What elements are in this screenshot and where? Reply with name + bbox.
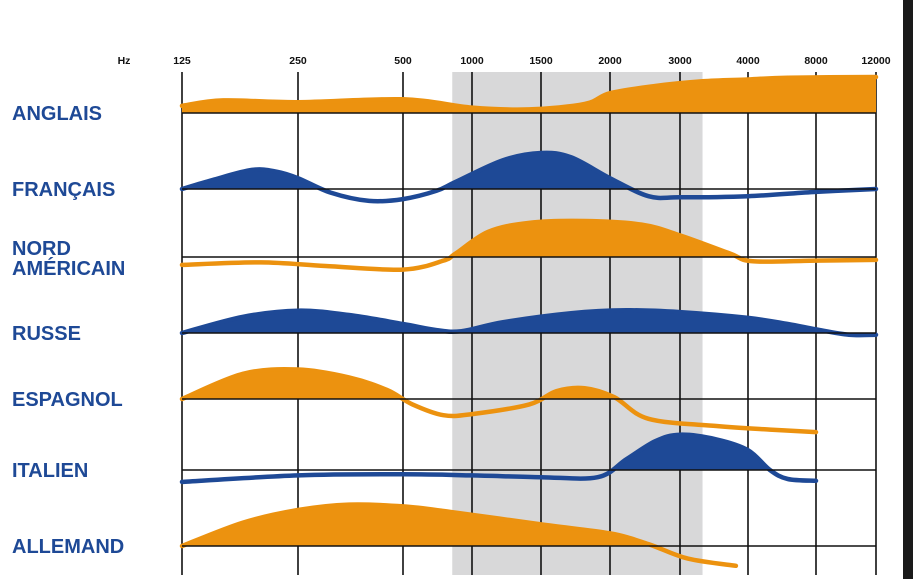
- language-label-allemand: ALLEMAND: [12, 536, 124, 558]
- series-line-russe: [179, 308, 879, 338]
- x-tick-1000: 1000: [460, 55, 484, 67]
- x-tick-2000: 2000: [598, 55, 622, 67]
- series-fill-anglais: [182, 77, 876, 113]
- language-label-francais: FRANÇAIS: [12, 179, 115, 201]
- x-tick-125: 125: [173, 55, 191, 67]
- language-label-anglais: ANGLAIS: [12, 103, 102, 125]
- x-axis-ticks: Hz 125 250 500 1000 1500 2000 3000 4000 8000 1200…: [118, 55, 891, 67]
- series-fill-allemand: [182, 504, 736, 546]
- language-label-espagnol: ESPAGNOL: [12, 389, 123, 411]
- x-tick-1500: 1500: [529, 55, 553, 67]
- language-label-nord-americain: NORD AMÉRICAIN: [12, 238, 125, 280]
- series-line-italien: [179, 432, 819, 485]
- x-tick-500: 500: [394, 55, 412, 67]
- language-label-russe: RUSSE: [12, 323, 81, 345]
- series-line-nord-americain: [179, 218, 879, 273]
- x-unit-label: Hz: [118, 55, 131, 67]
- x-tick-12000: 12000: [861, 55, 890, 67]
- series-line-anglais: [179, 74, 879, 112]
- series-fill-francais: [182, 152, 876, 189]
- x-tick-3000: 3000: [668, 55, 692, 67]
- series-line-francais: [179, 150, 879, 204]
- x-tick-250: 250: [289, 55, 307, 67]
- series-fill-nord-americain: [182, 220, 876, 257]
- language-label-line: AMÉRICAIN: [12, 257, 125, 280]
- x-tick-8000: 8000: [804, 55, 828, 67]
- language-label-line: NORD: [12, 238, 71, 260]
- baseline-grid: [182, 112, 876, 547]
- x-tick-4000: 4000: [736, 55, 760, 67]
- language-labels: ANGLAIS FRANÇAIS NORD AMÉRICAIN RUSSE ESPAGNO…: [12, 103, 125, 558]
- series-line-allemand: [179, 502, 739, 569]
- series-areas: [179, 74, 879, 569]
- series-fill-italien: [182, 434, 816, 470]
- series-line-espagnol: [179, 366, 819, 435]
- language-label-italien: ITALIEN: [12, 460, 88, 482]
- right-edge-bar: [903, 0, 913, 579]
